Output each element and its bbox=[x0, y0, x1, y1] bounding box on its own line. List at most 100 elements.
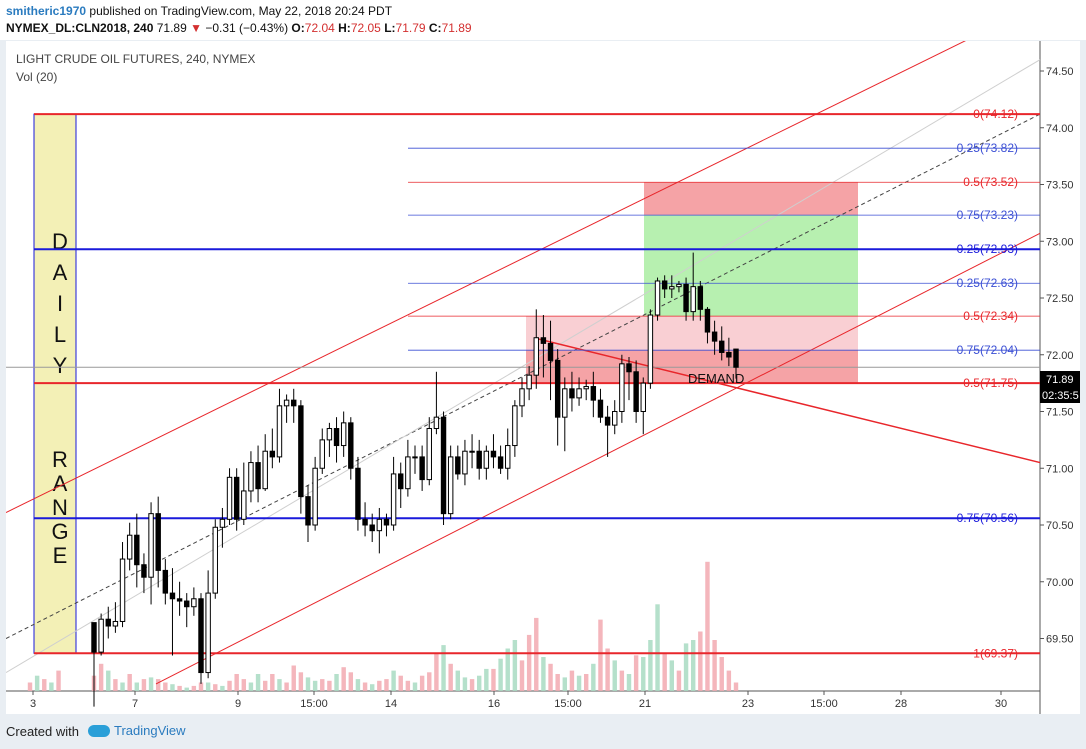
candle-body bbox=[669, 286, 675, 290]
volume-bar bbox=[155, 679, 161, 691]
volume-bar bbox=[170, 684, 175, 691]
volume-bar bbox=[512, 640, 518, 691]
candle-body bbox=[383, 518, 390, 526]
candle-body bbox=[405, 456, 411, 490]
level-label: 0.5(71.75) bbox=[963, 376, 1018, 390]
candle-body bbox=[362, 518, 368, 526]
candle-body bbox=[426, 428, 432, 481]
volume-bar bbox=[534, 617, 539, 691]
last-price: 71.89 bbox=[156, 21, 187, 35]
candle-body bbox=[547, 342, 554, 361]
candle-body bbox=[590, 386, 597, 401]
x-tick-label: 16 bbox=[488, 698, 500, 710]
high-label: H: bbox=[338, 21, 351, 35]
candle-body bbox=[726, 351, 732, 358]
volume-bar bbox=[676, 670, 682, 691]
x-tick-label: 15:00 bbox=[300, 698, 328, 710]
candle-body bbox=[711, 331, 718, 342]
volume-bar bbox=[626, 674, 632, 691]
volume-bar bbox=[334, 674, 339, 691]
chart-header: smitheric1970 published on TradingView.c… bbox=[0, 0, 1086, 40]
candle-body bbox=[226, 476, 233, 520]
candle-body bbox=[654, 280, 661, 316]
volume-bar bbox=[248, 682, 254, 691]
trade-zones bbox=[526, 182, 858, 384]
x-tick-label: 15:00 bbox=[554, 698, 582, 710]
candle-body bbox=[612, 411, 618, 426]
volume-bar bbox=[434, 653, 439, 691]
candle-body bbox=[640, 382, 646, 412]
volume-bar bbox=[320, 679, 325, 691]
candle-body bbox=[490, 450, 497, 458]
candle-body bbox=[562, 388, 568, 418]
candle-body bbox=[198, 598, 204, 674]
volume-bar bbox=[562, 677, 568, 691]
candle-body bbox=[191, 598, 197, 608]
candle-body bbox=[519, 388, 525, 407]
demand-label: DEMAND bbox=[688, 371, 744, 386]
volume-bar bbox=[362, 682, 368, 691]
volume-bar bbox=[348, 672, 354, 691]
tradingview-brand[interactable]: TradingView bbox=[88, 723, 186, 738]
level-label: 0.75(70.56) bbox=[957, 511, 1018, 525]
volume-bar bbox=[42, 679, 47, 691]
volume-bar bbox=[384, 679, 389, 691]
y-tick-label: 71.00 bbox=[1046, 463, 1074, 475]
candle-body bbox=[119, 558, 126, 622]
level-label: 0.5(73.52) bbox=[963, 175, 1018, 189]
tradingview-brand-text: TradingView bbox=[114, 723, 186, 738]
low-label: L: bbox=[384, 21, 396, 35]
level-label: 0(74.12) bbox=[973, 107, 1018, 121]
candle-body bbox=[176, 598, 183, 602]
candle-body bbox=[440, 416, 447, 515]
candle-body bbox=[376, 518, 383, 532]
candle-body bbox=[169, 592, 176, 600]
open-label: O: bbox=[291, 21, 305, 35]
y-tick-label: 71.50 bbox=[1046, 407, 1074, 419]
volume-bar bbox=[648, 640, 653, 691]
symbol[interactable]: NYMEX_DL:CLN2018, 240 bbox=[6, 21, 154, 35]
author-link[interactable]: smitheric1970 bbox=[6, 4, 87, 18]
candle-body bbox=[134, 534, 140, 566]
volume-bar bbox=[633, 655, 639, 691]
candle-body bbox=[733, 348, 739, 368]
volume-bar bbox=[690, 640, 696, 691]
candle-body bbox=[305, 496, 311, 526]
volume-bar bbox=[213, 684, 218, 691]
candle-body bbox=[319, 439, 325, 469]
lower-channel-line bbox=[155, 232, 1041, 685]
candle-body bbox=[462, 450, 468, 475]
candle-body bbox=[162, 569, 169, 594]
candle-body bbox=[91, 622, 97, 653]
volume-bar bbox=[455, 670, 461, 691]
volume-bar bbox=[205, 682, 211, 691]
candle-body bbox=[533, 337, 539, 376]
candle-body bbox=[291, 399, 297, 407]
chart-title: LIGHT CRUDE OIL FUTURES, 240, NYMEX bbox=[16, 52, 255, 66]
candlesticks bbox=[91, 252, 739, 707]
candle-body bbox=[148, 513, 154, 578]
range-letter: A bbox=[53, 471, 68, 496]
candle-body bbox=[512, 405, 518, 447]
volume-bar bbox=[662, 653, 667, 691]
candle-body bbox=[497, 456, 504, 469]
volume-bar bbox=[441, 645, 446, 691]
stop-zone bbox=[644, 182, 858, 216]
level-label: 0.75(72.04) bbox=[957, 343, 1018, 357]
volume-bar bbox=[184, 687, 189, 691]
candle-body bbox=[283, 399, 290, 407]
countdown-tag bbox=[1040, 387, 1080, 403]
volume-bar bbox=[419, 675, 425, 691]
volume-bar bbox=[284, 682, 289, 691]
candle-body bbox=[262, 450, 268, 490]
gray-channel-line bbox=[6, 59, 1041, 673]
volume-bar bbox=[448, 663, 453, 691]
candle-body bbox=[626, 363, 632, 373]
price-tags: 71.89 02:35:5 bbox=[1040, 371, 1080, 403]
candle-body bbox=[576, 388, 582, 399]
countdown-tag-text: 02:35:5 bbox=[1042, 390, 1079, 402]
candle-body bbox=[248, 462, 254, 492]
candle-body bbox=[719, 340, 725, 353]
